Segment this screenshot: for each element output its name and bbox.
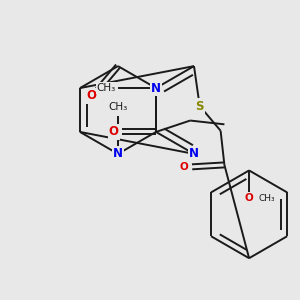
Text: CH₃: CH₃ <box>96 83 116 93</box>
Text: N: N <box>151 82 161 94</box>
Text: N: N <box>189 147 199 161</box>
Text: O: O <box>109 125 119 138</box>
Text: S: S <box>196 100 204 112</box>
Text: O: O <box>86 89 96 102</box>
Text: O: O <box>180 162 188 172</box>
Text: O: O <box>245 193 254 203</box>
Text: N: N <box>151 82 161 94</box>
Text: N: N <box>113 147 123 161</box>
Text: CH₃: CH₃ <box>108 102 128 112</box>
Text: CH₃: CH₃ <box>259 194 275 203</box>
